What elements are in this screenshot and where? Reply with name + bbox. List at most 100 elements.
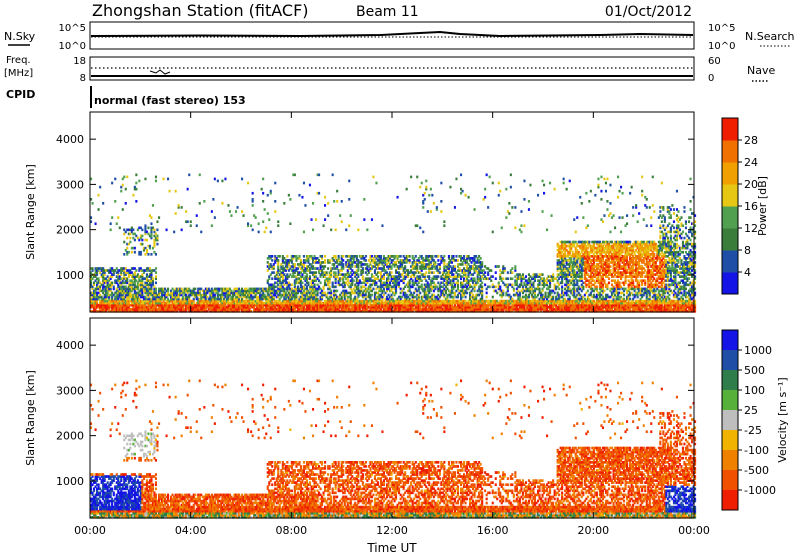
power-cell	[103, 299, 106, 303]
power-cell	[136, 273, 139, 276]
power-cell	[402, 261, 405, 264]
power-cell	[161, 301, 164, 305]
power-cell	[215, 289, 218, 293]
power-cell	[523, 303, 526, 307]
power-cell	[108, 307, 111, 311]
power-cell	[438, 271, 441, 274]
power-cell	[416, 265, 419, 268]
power-cell	[305, 265, 309, 268]
power-cell	[407, 275, 410, 278]
power-cell	[324, 299, 327, 303]
power-cell	[399, 295, 402, 299]
power-cell	[372, 305, 375, 309]
power-cell	[265, 303, 268, 307]
power-cell	[408, 307, 411, 311]
power-cell	[345, 301, 348, 305]
power-cell	[444, 281, 448, 285]
power-cell	[94, 310, 97, 313]
power-cell	[313, 305, 316, 309]
power-cell	[313, 271, 316, 274]
power-cell	[440, 291, 443, 295]
power-cell	[431, 193, 434, 197]
power-cell	[520, 301, 523, 305]
power-cell	[389, 255, 392, 258]
power-cell	[393, 281, 396, 285]
power-cell	[414, 261, 417, 264]
power-cell	[142, 246, 146, 250]
power-cell	[336, 305, 339, 309]
power-cell	[379, 310, 383, 313]
power-cell	[162, 297, 165, 301]
power-cell	[370, 265, 374, 268]
power-cell	[292, 257, 295, 260]
power-cell	[164, 301, 167, 305]
power-cell	[526, 301, 529, 305]
power-cell	[345, 293, 348, 297]
power-cell	[473, 285, 476, 289]
power-cell	[393, 279, 396, 283]
power-cell	[213, 305, 216, 309]
power-cell	[438, 301, 441, 305]
power-cell	[93, 295, 96, 299]
power-cell	[277, 305, 280, 309]
power-cell	[413, 281, 416, 285]
power-cell	[94, 305, 97, 309]
power-cell	[472, 265, 475, 268]
power-cell	[342, 281, 345, 285]
power-cell	[96, 303, 99, 307]
power-cell	[302, 307, 306, 311]
power-cell	[292, 295, 295, 299]
power-cell	[298, 310, 301, 313]
power-cell	[274, 310, 277, 313]
power-cell	[225, 301, 229, 305]
power-cell	[108, 301, 111, 305]
power-cell	[466, 261, 469, 264]
power-cell	[138, 238, 141, 242]
power-cell	[167, 303, 170, 307]
power-cell	[299, 281, 303, 285]
power-cell	[290, 299, 293, 303]
power-cell	[484, 277, 487, 281]
power-cell	[265, 289, 268, 293]
power-cell	[126, 281, 129, 285]
power-cell	[313, 255, 316, 258]
power-cell	[150, 305, 153, 309]
power-cell	[357, 301, 360, 305]
power-cell	[506, 283, 509, 287]
power-cell	[225, 291, 229, 295]
power-cell	[520, 279, 523, 283]
power-cell	[167, 301, 170, 305]
power-cell	[345, 291, 348, 295]
power-cell	[144, 224, 147, 228]
nave-label: Nave	[747, 64, 775, 77]
power-cell	[402, 303, 405, 307]
power-cell	[91, 310, 94, 313]
power-cell	[176, 295, 179, 299]
power-cell	[333, 263, 336, 266]
power-cell	[278, 281, 281, 285]
power-cell	[514, 267, 517, 270]
power-cell	[438, 303, 441, 307]
power-cell	[503, 303, 506, 307]
power-cell	[521, 305, 525, 309]
power-cell	[408, 287, 411, 291]
power-cell	[458, 291, 461, 295]
power-cell	[382, 265, 386, 268]
power-cell	[159, 303, 162, 307]
power-cell	[135, 295, 138, 299]
power-cell	[230, 289, 233, 293]
power-cell	[337, 307, 340, 311]
power-cell	[105, 287, 108, 291]
power-cell	[108, 310, 111, 313]
power-cell	[105, 299, 108, 303]
power-cell	[369, 287, 372, 291]
power-cell	[533, 287, 537, 291]
power-cell	[431, 271, 434, 274]
power-cell	[318, 310, 321, 313]
power-cell	[213, 310, 216, 313]
power-cell	[112, 307, 115, 311]
power-cell	[136, 310, 139, 313]
power-cell	[378, 307, 381, 311]
power-cell	[274, 307, 277, 311]
power-cell	[90, 198, 93, 201]
